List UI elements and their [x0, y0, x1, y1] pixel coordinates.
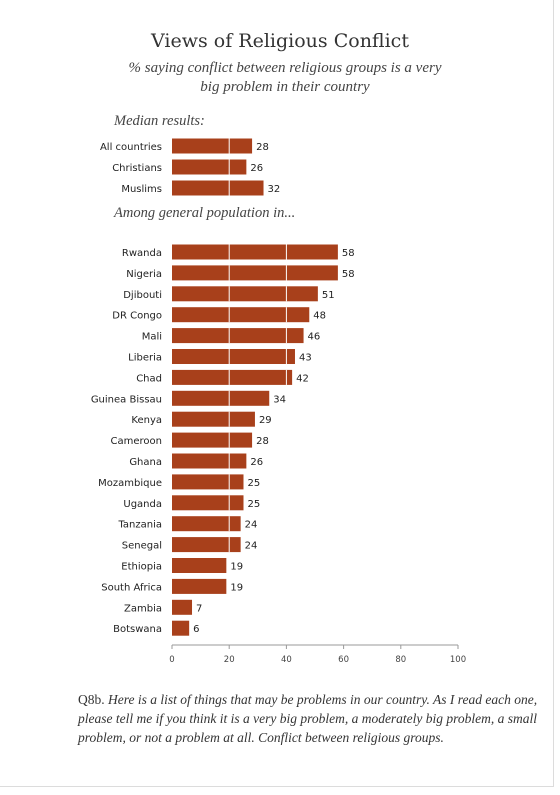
- x-tick-label: 60: [338, 655, 349, 665]
- category-label: All countries: [100, 142, 162, 153]
- bar: [172, 349, 295, 364]
- bar: [172, 160, 246, 175]
- category-label: Djibouti: [123, 290, 162, 301]
- group-label: Among general population in...: [113, 205, 295, 221]
- bar: [172, 433, 252, 448]
- bar: [172, 370, 292, 385]
- bar: [172, 474, 244, 489]
- data-label: 6: [193, 624, 199, 635]
- bar: [172, 307, 309, 322]
- bar: [172, 516, 241, 531]
- bar: [172, 600, 192, 615]
- category-label: Uganda: [123, 499, 162, 510]
- category-label: Kenya: [131, 415, 162, 426]
- category-label: Mozambique: [98, 478, 162, 489]
- category-label: Ghana: [129, 457, 162, 468]
- bar: [172, 181, 264, 196]
- bar: [172, 621, 189, 636]
- category-label: Muslims: [121, 184, 162, 195]
- footnote: Q8b. Here is a list of things that may b…: [78, 690, 538, 747]
- bar-chart: Median results: All countries 28 Christians…: [0, 0, 560, 680]
- category-label: Liberia: [128, 353, 162, 364]
- data-label: 28: [256, 436, 269, 447]
- bar: [172, 579, 226, 594]
- bar: [172, 139, 252, 154]
- bar: [172, 558, 226, 573]
- category-label: Botswana: [113, 624, 162, 635]
- category-label: Cameroon: [111, 436, 162, 447]
- x-tick-label: 0: [169, 655, 174, 665]
- category-label: Rwanda: [122, 248, 162, 259]
- x-tick-label: 20: [224, 655, 235, 665]
- category-label: Zambia: [124, 603, 162, 614]
- bar: [172, 537, 241, 552]
- data-label: 24: [245, 541, 258, 552]
- data-label: 19: [230, 582, 243, 593]
- data-label: 34: [273, 394, 286, 405]
- data-label: 43: [299, 353, 312, 364]
- data-label: 24: [245, 520, 258, 531]
- bar: [172, 412, 255, 427]
- data-label: 48: [313, 311, 326, 322]
- category-label: Mali: [142, 332, 162, 343]
- bar: [172, 245, 338, 260]
- data-label: 25: [248, 499, 261, 510]
- bar: [172, 495, 244, 510]
- category-label: DR Congo: [112, 311, 162, 322]
- bar: [172, 454, 246, 469]
- data-label: 58: [342, 269, 355, 280]
- data-label: 51: [322, 290, 335, 301]
- data-label: 42: [296, 373, 309, 384]
- bar: [172, 265, 338, 280]
- data-label: 28: [256, 142, 269, 153]
- group-label: Median results:: [113, 113, 205, 129]
- x-tick-label: 80: [395, 655, 406, 665]
- bar: [172, 286, 318, 301]
- category-label: Tanzania: [117, 520, 162, 531]
- data-label: 46: [308, 332, 321, 343]
- data-label: 26: [250, 163, 263, 174]
- category-label: South Africa: [101, 582, 162, 593]
- category-label: Nigeria: [126, 269, 162, 280]
- category-label: Guinea Bissau: [91, 394, 162, 405]
- data-label: 29: [259, 415, 272, 426]
- footnote-text: Here is a list of things that may be pro…: [78, 692, 537, 745]
- bar: [172, 328, 304, 343]
- data-label: 25: [248, 478, 261, 489]
- footnote-question-id: Q8b.: [78, 692, 105, 707]
- x-tick-label: 40: [281, 655, 292, 665]
- data-label: 26: [250, 457, 263, 468]
- data-label: 7: [196, 603, 202, 614]
- data-label: 32: [268, 184, 281, 195]
- category-label: Chad: [136, 373, 162, 384]
- data-label: 58: [342, 248, 355, 259]
- bar: [172, 391, 269, 406]
- x-tick-label: 100: [450, 655, 466, 665]
- category-label: Ethiopia: [121, 562, 162, 573]
- data-label: 19: [230, 562, 243, 573]
- category-label: Senegal: [122, 541, 162, 552]
- category-label: Christians: [112, 163, 162, 174]
